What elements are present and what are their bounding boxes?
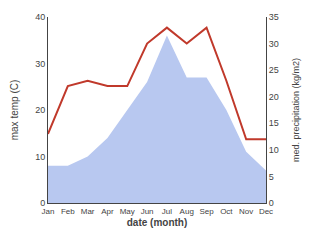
svg-text:Sep: Sep <box>199 207 214 216</box>
svg-text:Jul: Jul <box>162 207 172 216</box>
svg-text:10: 10 <box>269 145 279 155</box>
svg-text:Apr: Apr <box>101 207 114 216</box>
svg-text:Jan: Jan <box>42 207 55 216</box>
svg-text:25: 25 <box>269 65 279 75</box>
svg-text:20: 20 <box>269 92 279 102</box>
svg-text:Nov: Nov <box>239 207 253 216</box>
svg-text:Aug: Aug <box>180 207 194 216</box>
svg-text:Dec: Dec <box>259 207 273 216</box>
svg-text:med. precipitation (kg/m2): med. precipitation (kg/m2) <box>291 58 301 162</box>
svg-text:0: 0 <box>40 198 45 208</box>
svg-text:30: 30 <box>35 59 45 69</box>
svg-text:date (month): date (month) <box>127 217 188 228</box>
svg-text:15: 15 <box>269 118 279 128</box>
svg-text:Jun: Jun <box>141 207 154 216</box>
svg-text:Mar: Mar <box>81 207 95 216</box>
svg-text:May: May <box>120 207 135 216</box>
svg-text:Feb: Feb <box>61 207 75 216</box>
svg-text:30: 30 <box>269 39 279 49</box>
svg-text:35: 35 <box>269 12 279 22</box>
svg-text:Oct: Oct <box>220 207 233 216</box>
svg-text:0: 0 <box>269 198 274 208</box>
svg-text:max temp (C): max temp (C) <box>9 80 20 141</box>
svg-text:10: 10 <box>35 152 45 162</box>
svg-text:20: 20 <box>35 105 45 115</box>
svg-text:40: 40 <box>35 12 45 22</box>
svg-text:5: 5 <box>269 172 274 182</box>
